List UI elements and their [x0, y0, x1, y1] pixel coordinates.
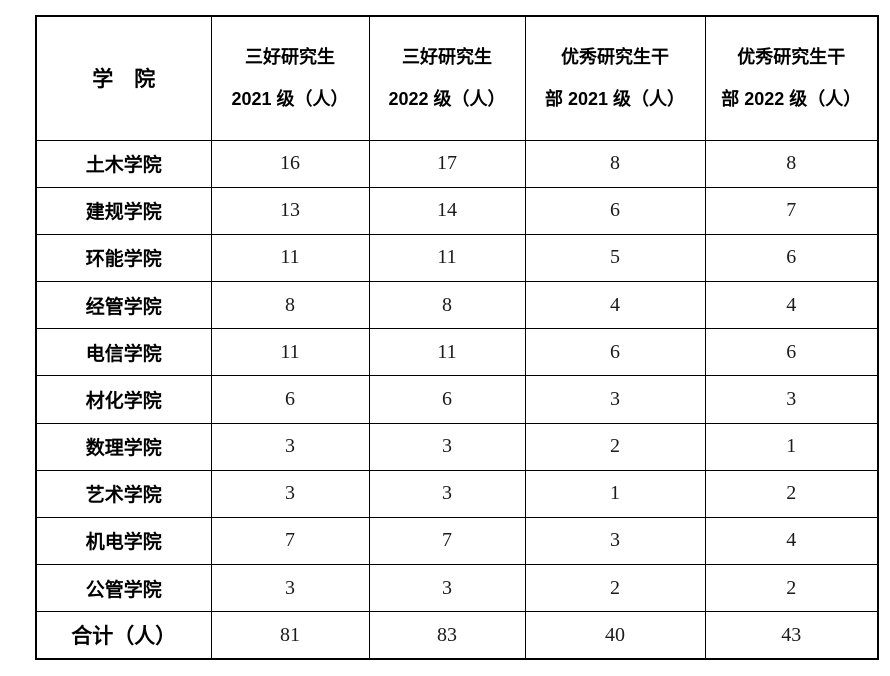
value-cell: 7 — [704, 186, 879, 235]
total-value-cell: 81 — [210, 611, 370, 660]
value-cell: 11 — [368, 233, 526, 283]
value-cell: 8 — [524, 139, 706, 188]
value-cell: 11 — [210, 328, 370, 377]
value-cell: 2 — [524, 422, 706, 471]
value-cell: 6 — [704, 233, 879, 283]
value-cell: 7 — [210, 516, 370, 566]
college-cell: 数理学院 — [35, 422, 212, 471]
value-cell: 4 — [704, 516, 879, 566]
college-cell: 经管学院 — [35, 281, 212, 330]
value-cell: 6 — [524, 186, 706, 235]
value-cell: 1 — [524, 469, 706, 518]
college-cell: 环能学院 — [35, 233, 212, 283]
award-statistics-table: 学 院 三好研究生 2021 级（人） 三好研究生 2022 级（人） 优秀研究… — [35, 15, 879, 660]
column-header-youxiu-2021: 优秀研究生干 部 2021 级（人） — [524, 15, 706, 141]
column-header-line2: 2022 级（人） — [388, 89, 506, 110]
table-row: 建规学院 13 14 6 7 — [35, 186, 879, 235]
total-value-cell: 40 — [524, 611, 706, 660]
value-cell: 3 — [524, 375, 706, 424]
table-row: 材化学院 6 6 3 3 — [35, 375, 879, 424]
value-cell: 13 — [210, 186, 370, 235]
value-cell: 3 — [368, 564, 526, 613]
value-cell: 3 — [210, 564, 370, 613]
value-cell: 5 — [524, 233, 706, 283]
table-row: 电信学院 11 11 6 6 — [35, 328, 879, 377]
value-cell: 8 — [210, 281, 370, 330]
column-header-sanhao-2021: 三好研究生 2021 级（人） — [210, 15, 370, 141]
table-row: 公管学院 3 3 2 2 — [35, 564, 879, 613]
college-cell: 电信学院 — [35, 328, 212, 377]
table-row: 土木学院 16 17 8 8 — [35, 139, 879, 188]
value-cell: 6 — [524, 328, 706, 377]
college-cell: 艺术学院 — [35, 469, 212, 518]
college-cell: 材化学院 — [35, 375, 212, 424]
total-row: 合计（人） 81 83 40 43 — [35, 611, 879, 660]
value-cell: 6 — [210, 375, 370, 424]
college-cell: 建规学院 — [35, 186, 212, 235]
value-cell: 2 — [704, 469, 879, 518]
column-header-youxiu-2022: 优秀研究生干 部 2022 级（人） — [704, 15, 879, 141]
column-header-line1: 三好研究生 — [402, 47, 492, 68]
column-header-line2: 部 2022 级（人） — [721, 89, 862, 110]
value-cell: 3 — [210, 422, 370, 471]
value-cell: 17 — [368, 139, 526, 188]
value-cell: 1 — [704, 422, 879, 471]
college-column-header: 学 院 — [35, 15, 212, 141]
value-cell: 3 — [210, 469, 370, 518]
value-cell: 4 — [704, 281, 879, 330]
value-cell: 7 — [368, 516, 526, 566]
value-cell: 16 — [210, 139, 370, 188]
value-cell: 2 — [524, 564, 706, 613]
column-header-line1: 优秀研究生干 — [561, 47, 669, 68]
table-row: 数理学院 3 3 2 1 — [35, 422, 879, 471]
total-value-cell: 43 — [704, 611, 879, 660]
column-header-line1: 优秀研究生干 — [737, 47, 846, 68]
value-cell: 2 — [704, 564, 879, 613]
value-cell: 3 — [368, 422, 526, 471]
value-cell: 14 — [368, 186, 526, 235]
column-header-sanhao-2022: 三好研究生 2022 级（人） — [368, 15, 526, 141]
table-row: 环能学院 11 11 5 6 — [35, 233, 879, 283]
table-row: 艺术学院 3 3 1 2 — [35, 469, 879, 518]
college-cell: 公管学院 — [35, 564, 212, 613]
value-cell: 11 — [368, 328, 526, 377]
value-cell: 6 — [368, 375, 526, 424]
table-row: 经管学院 8 8 4 4 — [35, 281, 879, 330]
value-cell: 8 — [368, 281, 526, 330]
value-cell: 8 — [704, 139, 879, 188]
column-header-line1: 三好研究生 — [245, 47, 335, 68]
column-header-line2: 2021 级（人） — [231, 89, 349, 110]
total-label-cell: 合计（人） — [35, 611, 212, 660]
table-row: 机电学院 7 7 3 4 — [35, 516, 879, 566]
value-cell: 4 — [524, 281, 706, 330]
college-cell: 土木学院 — [35, 139, 212, 188]
college-cell: 机电学院 — [35, 516, 212, 566]
total-value-cell: 83 — [368, 611, 526, 660]
column-header-line2: 部 2021 级（人） — [544, 89, 686, 110]
value-cell: 3 — [368, 469, 526, 518]
header-row: 学 院 三好研究生 2021 级（人） 三好研究生 2022 级（人） 优秀研究… — [35, 15, 879, 141]
value-cell: 3 — [524, 516, 706, 566]
value-cell: 3 — [704, 375, 879, 424]
value-cell: 6 — [704, 328, 879, 377]
value-cell: 11 — [210, 233, 370, 283]
